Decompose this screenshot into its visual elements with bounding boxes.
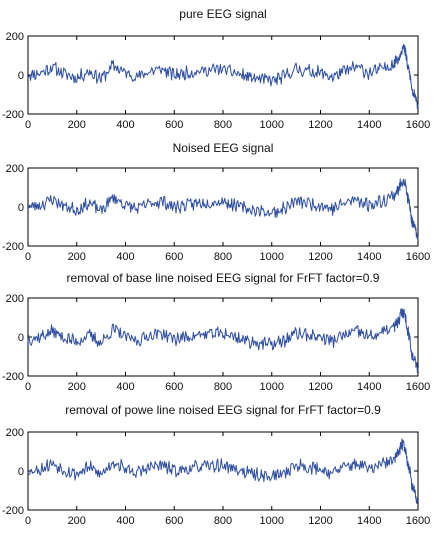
- x-tick-label: 800: [214, 119, 232, 131]
- y-tick-label: -200: [2, 505, 24, 517]
- x-tick-label: 800: [214, 381, 232, 393]
- x-tick-label: 1600: [406, 381, 430, 393]
- signal-line: [27, 308, 419, 373]
- x-tick-label: 400: [116, 251, 134, 263]
- subplot-4: removal of powe line noised EEG signal f…: [2, 403, 430, 527]
- x-tick-label: 1200: [308, 515, 332, 527]
- y-tick-label: 200: [6, 31, 24, 43]
- x-tick-label: 600: [165, 119, 183, 131]
- y-tick-label: 200: [6, 163, 24, 175]
- x-tick-label: 800: [214, 515, 232, 527]
- subplot-title: Noised EEG signal: [173, 141, 274, 155]
- x-tick-label: 1400: [357, 119, 381, 131]
- x-tick-label: 600: [165, 381, 183, 393]
- x-tick-label: 1200: [308, 251, 332, 263]
- axes-frame: [27, 431, 419, 511]
- x-tick-label: 1400: [357, 515, 381, 527]
- x-tick-label: 1400: [357, 381, 381, 393]
- subplot-1: pure EEG signal 0 200 400 600 800 1000 1200 1400…: [2, 7, 430, 131]
- signal-line: [27, 43, 419, 110]
- subplot-title: removal of powe line noised EEG signal f…: [65, 403, 381, 417]
- x-tick-label: 1600: [406, 515, 430, 527]
- subplot-3: removal of base line noised EEG signal f…: [2, 271, 430, 393]
- y-tick-label: 0: [18, 332, 24, 344]
- x-tick-label: 200: [68, 381, 86, 393]
- x-tick-label: 200: [68, 251, 86, 263]
- x-tick-label: 0: [25, 119, 31, 131]
- x-tick-label: 600: [165, 515, 183, 527]
- x-tick-label: 200: [68, 119, 86, 131]
- x-tick-label: 1000: [260, 251, 284, 263]
- subplot-2: Noised EEG signal 0 200 400 600 800 1000 1200 14…: [2, 141, 430, 263]
- x-tick-label: 1200: [308, 119, 332, 131]
- x-tick-label: 400: [116, 381, 134, 393]
- x-tick-label: 400: [116, 119, 134, 131]
- x-tick-label: 800: [214, 251, 232, 263]
- axes-frame: [27, 35, 419, 115]
- y-tick-label: 200: [6, 427, 24, 439]
- y-tick-label: -200: [2, 109, 24, 121]
- x-tick-label: 200: [68, 515, 86, 527]
- y-tick-label: 0: [18, 70, 24, 82]
- x-tick-label: 1200: [308, 381, 332, 393]
- x-tick-label: 1000: [260, 119, 284, 131]
- x-tick-label: 0: [25, 515, 31, 527]
- y-tick-label: 200: [6, 293, 24, 305]
- x-tick-label: 1600: [406, 251, 430, 263]
- x-tick-label: 1400: [357, 251, 381, 263]
- x-tick-label: 0: [25, 251, 31, 263]
- x-tick-label: 400: [116, 515, 134, 527]
- x-tick-label: 1000: [260, 381, 284, 393]
- x-tick-label: 1000: [260, 515, 284, 527]
- x-tick-label: 0: [25, 381, 31, 393]
- signal-line: [27, 178, 419, 241]
- subplot-title: pure EEG signal: [179, 7, 266, 21]
- y-tick-label: -200: [2, 241, 24, 253]
- signal-line: [27, 438, 419, 504]
- y-tick-label: 0: [18, 202, 24, 214]
- y-tick-label: -200: [2, 371, 24, 383]
- x-tick-label: 1600: [406, 119, 430, 131]
- y-tick-label: 0: [18, 466, 24, 478]
- subplot-title: removal of base line noised EEG signal f…: [67, 271, 380, 285]
- x-tick-label: 600: [165, 251, 183, 263]
